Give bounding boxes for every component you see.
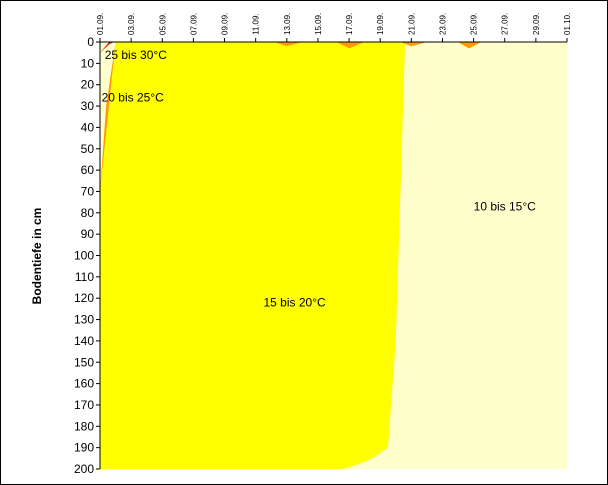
x-tick-label: 09.09.: [221, 13, 230, 35]
y-tick-label: 50: [81, 142, 95, 156]
x-tick-label: 15.09.: [314, 13, 323, 35]
y-tick-label: 170: [74, 398, 94, 412]
x-tick-label: 05.09.: [158, 13, 167, 35]
y-tick-label: 30: [81, 99, 95, 113]
y-tick-label: 130: [74, 313, 94, 327]
y-axis-label: Bodentiefe in cm: [30, 208, 44, 305]
y-tick-label: 10: [81, 56, 95, 70]
y-tick-label: 110: [75, 270, 94, 284]
band-label: 15 bis 20°C: [263, 295, 326, 309]
y-tick-label: 190: [74, 441, 94, 455]
x-tick-label: 17.09.: [345, 13, 354, 35]
y-tick-label: 90: [81, 227, 95, 241]
x-tick-label: 19.09.: [376, 13, 385, 35]
y-tick-label: 180: [74, 419, 94, 433]
y-tick-label: 100: [74, 249, 94, 263]
x-tick-label: 23.09.: [438, 13, 447, 35]
band-label: 10 bis 15°C: [474, 199, 537, 213]
y-tick-labels: 0 10 20 30 40 50 60 70 80 90 100 110 120 130 140 150 160…: [74, 35, 94, 476]
band-15-bis-20-c: [100, 42, 567, 469]
y-tick-label: 40: [81, 120, 95, 134]
band-layer: [100, 42, 567, 469]
y-tick-label: 80: [81, 206, 95, 220]
band-label: 25 bis 30°C: [105, 48, 168, 62]
axes-layer: [96, 38, 568, 470]
x-tick-label: 07.09.: [189, 13, 198, 35]
y-tick-label: 0: [87, 35, 94, 49]
x-tick-label: 01.09.: [96, 13, 105, 35]
y-tick-label: 160: [74, 377, 94, 391]
y-tick-label: 200: [74, 462, 94, 476]
x-tick-label: 01.10.: [563, 13, 572, 35]
y-tick-label: 70: [81, 184, 95, 198]
band-labels: 25 bis 30°C 20 bis 25°C 15 bis 20°C 10 bis …: [102, 48, 537, 310]
x-tick-label: 11.09.: [252, 13, 261, 35]
x-tick-label: 29.09.: [532, 13, 541, 35]
y-tick-label: 140: [74, 334, 94, 348]
y-tick-label: 120: [74, 291, 94, 305]
band-label: 20 bis 25°C: [102, 91, 165, 105]
x-tick-label: 21.09.: [407, 13, 416, 35]
y-tick-label: 150: [74, 355, 94, 369]
y-tick-label: 20: [81, 78, 95, 92]
y-tick-label: 60: [81, 163, 95, 177]
x-tick-labels: 01.09. 03.09. 05.09. 07.09. 09.09. 11.09. 13.0…: [96, 13, 572, 35]
x-tick-label: 27.09.: [501, 13, 510, 35]
x-tick-label: 03.09.: [127, 13, 136, 35]
x-tick-label: 25.09.: [470, 13, 479, 35]
x-tick-label: 13.09.: [283, 13, 292, 35]
